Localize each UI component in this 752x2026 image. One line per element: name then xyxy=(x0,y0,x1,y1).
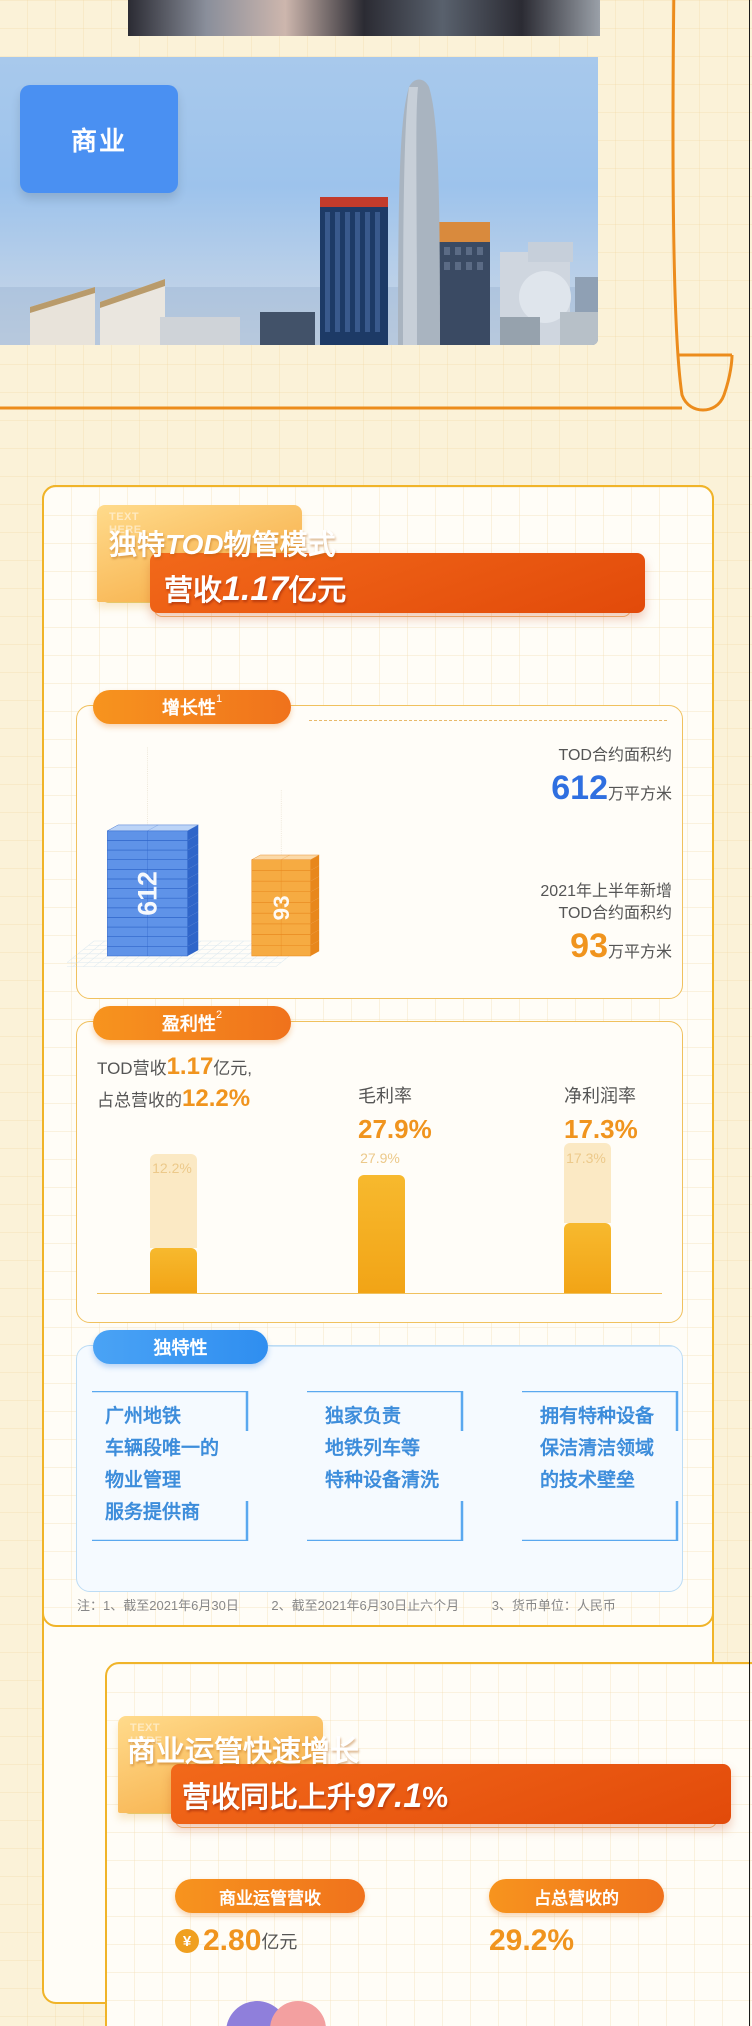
svg-text:612: 612 xyxy=(133,871,163,916)
svg-text:93: 93 xyxy=(269,895,294,920)
